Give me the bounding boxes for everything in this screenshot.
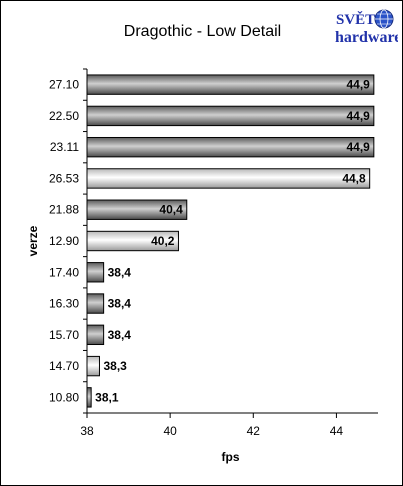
y-axis-title: verze [26,225,40,256]
bar [86,74,375,95]
category-label: 17.40 [49,265,79,279]
category-label: 21.88 [49,203,79,217]
data-label: 44,8 [342,171,366,185]
data-label: 40,2 [151,234,175,248]
bar [86,105,375,127]
category-label: 26.53 [49,171,79,185]
category-label: 23.11 [50,140,79,154]
bar [86,387,92,408]
category-label: 22.50 [49,109,79,123]
logo-line1: SVĚT [336,11,375,28]
category-label: 16.30 [49,297,79,311]
bar [86,230,179,252]
x-tick-label: 40 [163,424,177,438]
globe-icon [374,9,394,29]
data-label: 38,1 [95,390,119,404]
data-label: 44,9 [346,109,370,123]
x-axis-title: fps [222,450,240,464]
logo-line2: hardware [335,29,398,46]
bar [86,168,371,189]
category-label: 10.80 [49,390,79,404]
x-tick-label: 44 [330,424,344,438]
svet-hardware-logo: SVĚT hardware [335,9,398,46]
x-tick-label: 42 [247,424,261,438]
chart-title: Dragothic - Low Detail [123,23,282,40]
data-label: 38,3 [103,359,127,373]
data-label: 40,4 [159,203,183,217]
bar [86,199,188,220]
data-label: 38,4 [108,297,132,311]
bar [86,355,100,377]
category-label: 14.70 [49,359,79,373]
data-label: 44,9 [346,78,370,92]
bar [86,293,105,314]
category-label: 15.70 [49,328,79,342]
bar [86,324,105,346]
data-label: 44,9 [346,140,370,154]
data-label: 38,4 [108,328,132,342]
bar [86,136,375,158]
category-label: 12.90 [49,234,79,248]
data-label: 38,4 [108,265,132,279]
x-tick-label: 38 [80,424,94,438]
category-label: 27.10 [49,78,79,92]
bar [86,262,105,283]
